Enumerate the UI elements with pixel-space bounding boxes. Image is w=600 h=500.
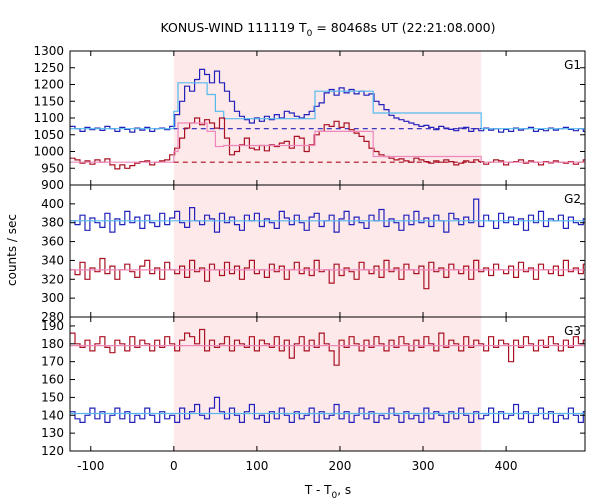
x-tick-label-400: 400 bbox=[495, 459, 518, 473]
y-tick-label-G2-380: 380 bbox=[41, 216, 64, 230]
y-tick-label-G2-320: 320 bbox=[41, 272, 64, 286]
y-tick-label-G3-120: 120 bbox=[41, 444, 64, 458]
series-G3-red-0 bbox=[70, 328, 585, 366]
highlight-interval-G3 bbox=[173, 317, 482, 451]
y-tick-label-G3-160: 160 bbox=[41, 373, 64, 387]
y-tick-label-G1-1000: 1000 bbox=[33, 145, 64, 159]
x-tick-label--100: -100 bbox=[77, 459, 104, 473]
chart-title-rest: = 80468s UT (22:21:08.000) bbox=[312, 20, 495, 35]
y-tick-label-G3-190: 190 bbox=[41, 319, 64, 333]
y-tick-label-G1-900: 900 bbox=[41, 178, 64, 192]
y-tick-label-G2-300: 300 bbox=[41, 291, 64, 305]
chart-title: KONUS-WIND 111119 T0 = 80468s UT (22:21:… bbox=[160, 20, 495, 39]
y-tick-label-G1-1050: 1050 bbox=[33, 128, 64, 142]
panel-label-G1: G1 bbox=[564, 58, 581, 72]
series-G1-light_blue-1 bbox=[70, 82, 585, 130]
y-tick-label-G3-140: 140 bbox=[41, 408, 64, 422]
series-group-G2 bbox=[70, 198, 585, 290]
y-tick-label-G2-400: 400 bbox=[41, 197, 64, 211]
series-G3-blue-2 bbox=[70, 396, 585, 423]
series-G1-pink-4 bbox=[70, 122, 585, 163]
series-G2-blue-0 bbox=[70, 198, 585, 233]
x-axis-label-rest: , s bbox=[337, 483, 351, 497]
x-axis-label: T - T0, s bbox=[304, 483, 351, 500]
series-group-G1 bbox=[70, 68, 585, 170]
y-tick-label-G1-1300: 1300 bbox=[33, 44, 64, 58]
y-tick-label-G2-340: 340 bbox=[41, 253, 64, 267]
x-tick-label-300: 300 bbox=[412, 459, 435, 473]
panel-frame-G3 bbox=[69, 316, 586, 452]
x-axis-label-subscript: 0 bbox=[332, 491, 338, 500]
x-tick-label-200: 200 bbox=[329, 459, 352, 473]
x-tick-label-0: 0 bbox=[170, 459, 178, 473]
highlight-interval-G2 bbox=[173, 185, 482, 317]
panel-label-G3: G3 bbox=[564, 324, 581, 338]
y-tick-label-G1-1200: 1200 bbox=[33, 78, 64, 92]
x-axis-label-main: T - T bbox=[304, 483, 332, 497]
y-tick-label-G3-180: 180 bbox=[41, 337, 64, 351]
y-tick-label-G1-950: 950 bbox=[41, 161, 64, 175]
chart-title-main: KONUS-WIND 111119 T bbox=[160, 20, 306, 35]
y-tick-label-G3-150: 150 bbox=[41, 390, 64, 404]
y-tick-label-G2-360: 360 bbox=[41, 235, 64, 249]
y-tick-label-G2-280: 280 bbox=[41, 310, 64, 324]
y-tick-label-G1-1250: 1250 bbox=[33, 61, 64, 75]
panel-label-G2: G2 bbox=[564, 192, 581, 206]
chart-title-subscript: 0 bbox=[307, 29, 313, 39]
panels-group: 9009501000105011001150120012501300G12803… bbox=[33, 44, 586, 473]
x-tick-label-100: 100 bbox=[245, 459, 268, 473]
y-tick-label-G1-1150: 1150 bbox=[33, 94, 64, 108]
y-tick-label-G1-1100: 1100 bbox=[33, 111, 64, 125]
y-axis-label: counts / sec bbox=[5, 214, 19, 286]
y-tick-label-G3-130: 130 bbox=[41, 426, 64, 440]
series-group-G3 bbox=[70, 328, 585, 423]
y-tick-label-G3-170: 170 bbox=[41, 355, 64, 369]
